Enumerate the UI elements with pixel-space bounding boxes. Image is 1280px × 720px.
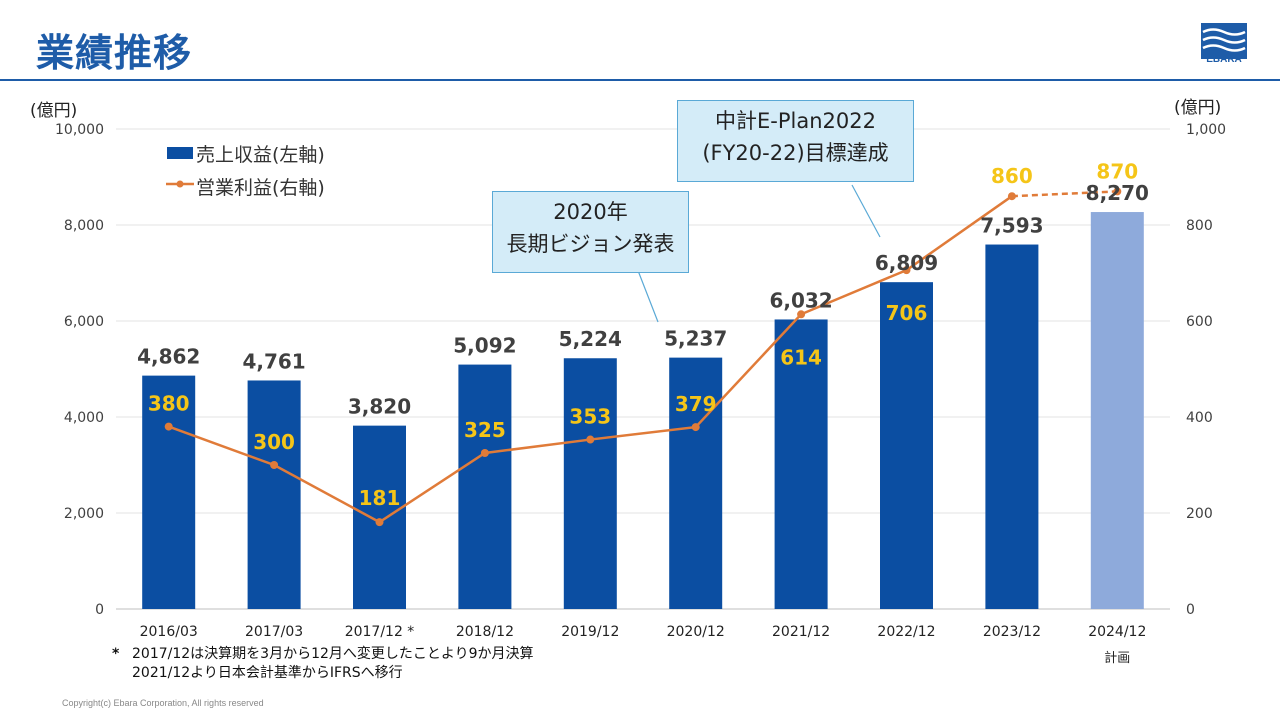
- profit-point: [164, 422, 173, 431]
- footnote: * 2017/12は決算期を3月から12月へ変更したことより9か月決算 2021…: [112, 645, 534, 683]
- left-axis-tick-label: 2,000: [64, 506, 104, 522]
- profit-value-label: 870: [1096, 159, 1138, 183]
- profit-value-label: 353: [569, 405, 611, 429]
- legend-revenue-label: 売上収益(左軸): [196, 144, 325, 166]
- x-axis-tick-label: 2022/12: [877, 624, 935, 640]
- profit-line-forecast: [1011, 190, 1118, 198]
- left-axis-tick-label: 8,000: [64, 218, 104, 234]
- profit-point: [375, 518, 384, 527]
- profit-point: [1007, 192, 1016, 201]
- right-axis-tick-label: 400: [1186, 410, 1213, 426]
- x-axis-tick-label: 2021/12: [772, 624, 830, 640]
- left-axis-tick-label: 0: [95, 602, 104, 618]
- vision-callout-leader: [636, 267, 659, 323]
- profit-value-label: 380: [148, 392, 190, 416]
- left-axis-unit: (億円): [30, 101, 78, 121]
- right-axis-tick-label: 800: [1186, 218, 1213, 234]
- copyright: Copyright(c) Ebara Corporation, All righ…: [62, 698, 264, 708]
- revenue-bar: [985, 244, 1039, 609]
- plan-callout-leader: [851, 184, 881, 238]
- profit-point: [797, 310, 806, 319]
- header-divider: [0, 79, 1280, 81]
- logo-text: EBARA: [1206, 54, 1242, 65]
- profit-value-label: 614: [780, 345, 822, 369]
- revenue-value-label: 3,820: [348, 395, 411, 419]
- revenue-value-label: 5,092: [453, 334, 516, 358]
- revenue-bar: [458, 364, 512, 609]
- profit-value-label: 379: [675, 392, 717, 416]
- revenue-value-label: 8,270: [1086, 181, 1149, 205]
- right-axis-tick-label: 1,000: [1186, 122, 1226, 138]
- x-axis-tick-label: 2016/03: [140, 624, 198, 640]
- revenue-value-label: 5,237: [664, 327, 727, 351]
- profit-value-label: 706: [886, 301, 928, 325]
- legend-line-swatch: [166, 180, 194, 188]
- vision-callout-line1: 2020年: [553, 200, 628, 224]
- x-axis-sublabel: 計画: [1104, 650, 1130, 666]
- right-axis-tick-label: 600: [1186, 314, 1213, 330]
- page-title: 業績推移: [36, 31, 193, 75]
- x-axis-tick-label: 2019/12: [561, 624, 619, 640]
- revenue-value-label: 4,862: [137, 345, 200, 369]
- revenue-bar: [247, 380, 301, 609]
- x-axis-tick-label: 2024/12: [1088, 624, 1146, 640]
- profit-point: [270, 461, 279, 469]
- revenue-bar: [669, 357, 723, 609]
- footnote-line-1: 2017/12は決算期を3月から12月へ変更したことより9か月決算: [132, 646, 534, 662]
- right-axis-tick-label: 0: [1186, 602, 1195, 618]
- profit-point: [1113, 187, 1122, 196]
- left-axis-tick-label: 6,000: [64, 314, 104, 330]
- revenue-bar: [880, 282, 933, 609]
- revenue-bar: [563, 358, 617, 609]
- plan-callout-line1: 中計E-Plan2022: [715, 109, 876, 133]
- revenue-value-label: 6,032: [769, 288, 832, 312]
- profit-value-label: 181: [359, 486, 401, 510]
- left-axis-tick-label: 4,000: [64, 410, 104, 426]
- footnote-line-2: 2021/12より日本会計基準からIFRSへ移行: [132, 665, 403, 681]
- vision-callout: 2020年 長期ビジョン発表: [492, 191, 689, 273]
- left-axis-tick-label: 10,000: [55, 122, 104, 138]
- x-axis-tick-label: 2020/12: [667, 624, 725, 640]
- profit-point: [902, 266, 911, 275]
- plan-callout-line2: (FY20-22)目標達成: [702, 141, 889, 165]
- right-axis-tick-label: 200: [1186, 506, 1213, 522]
- profit-point: [691, 423, 700, 432]
- profit-value-label: 860: [991, 164, 1033, 188]
- revenue-value-label: 5,224: [559, 327, 622, 351]
- profit-value-label: 325: [464, 418, 506, 442]
- revenue-value-label: 7,593: [980, 214, 1043, 238]
- x-axis-tick-label: 2017/12 *: [345, 624, 415, 640]
- right-axis-unit: (億円): [1174, 98, 1222, 118]
- revenue-bar: [774, 319, 828, 609]
- revenue-value-label: 4,761: [242, 349, 305, 373]
- vision-callout-line2: 長期ビジョン発表: [506, 232, 675, 256]
- profit-point: [586, 435, 595, 444]
- profit-point: [480, 449, 489, 457]
- plan-callout: 中計E-Plan2022 (FY20-22)目標達成: [677, 100, 914, 182]
- footnote-star: *: [112, 646, 120, 662]
- profit-value-label: 300: [253, 430, 295, 454]
- x-axis-tick-label: 2023/12: [983, 624, 1041, 640]
- revenue-bar: [142, 375, 196, 609]
- legend-bar-swatch: [167, 147, 193, 159]
- x-axis-tick-label: 2018/12: [456, 624, 514, 640]
- revenue-bar: [353, 425, 406, 609]
- x-axis-tick-label: 2017/03: [245, 624, 303, 640]
- revenue-value-label: 6,809: [875, 251, 938, 275]
- legend-profit-label: 営業利益(右軸): [196, 177, 325, 199]
- revenue-bar: [1090, 212, 1144, 610]
- ebara-logo-icon: [1201, 23, 1247, 59]
